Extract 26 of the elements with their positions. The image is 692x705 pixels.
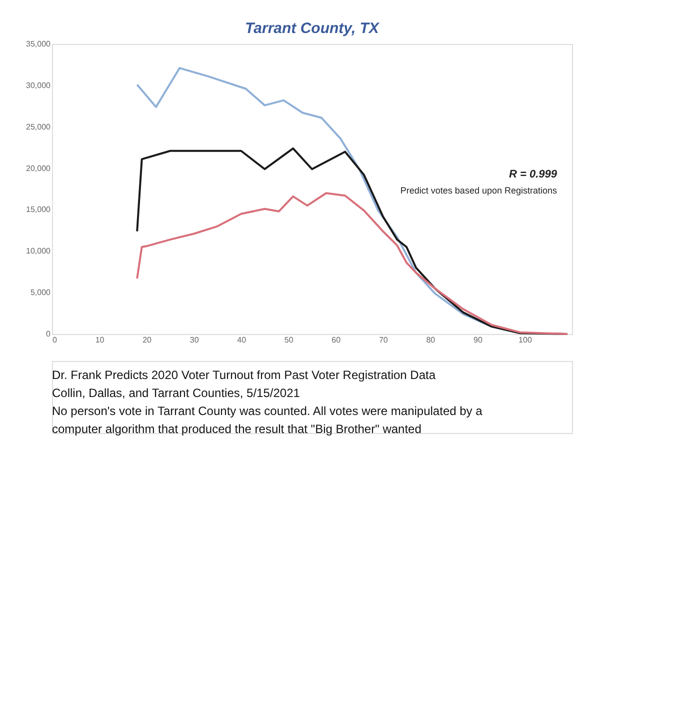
x-tick-label: 0 bbox=[52, 336, 58, 344]
x-tick-label: 40 bbox=[237, 336, 247, 344]
text: Collin, Dallas, and Tarrant Counties, 5/15/2021 bbox=[52, 386, 300, 400]
y-tick-label: 25,000 bbox=[26, 122, 52, 132]
text: Dr. Frank Predicts 2020 Voter Turnout from Past Voter Registration Data bbox=[52, 368, 436, 382]
y-tick-label: 15,000 bbox=[26, 205, 52, 214]
y-tick-label: 20,000 bbox=[26, 164, 52, 173]
y-tick-label: 0 bbox=[46, 330, 52, 338]
x-tick-label: 80 bbox=[426, 336, 436, 344]
x-tick-label: 100 bbox=[518, 336, 532, 344]
x-tick-label: 60 bbox=[332, 336, 342, 344]
y-tick-label: 35,000 bbox=[26, 40, 52, 48]
x-tick-label: 90 bbox=[474, 336, 483, 344]
x-tick-label: 50 bbox=[284, 336, 294, 344]
annotation: R = 0.999 bbox=[508, 168, 558, 180]
x-tick-label: 10 bbox=[95, 336, 105, 344]
x-tick-label: 30 bbox=[190, 336, 200, 344]
y-tick-label: 5,000 bbox=[30, 288, 52, 298]
y-tick-label: 30,000 bbox=[26, 80, 52, 90]
text: No person's vote in Tarrant County was counted. All votes were manipulated by a computer algorithm that produced the result that "Big Brother" wanted bbox=[52, 404, 483, 436]
x-tick-label: 20 bbox=[142, 336, 152, 344]
x-tick-label: 70 bbox=[378, 336, 388, 344]
annotation: Predict votes based upon Registrations bbox=[400, 186, 558, 196]
chart-title: Tarrant County, TX bbox=[245, 20, 380, 37]
line-series bbox=[136, 147, 568, 335]
y-tick-label: 10,000 bbox=[26, 246, 52, 256]
